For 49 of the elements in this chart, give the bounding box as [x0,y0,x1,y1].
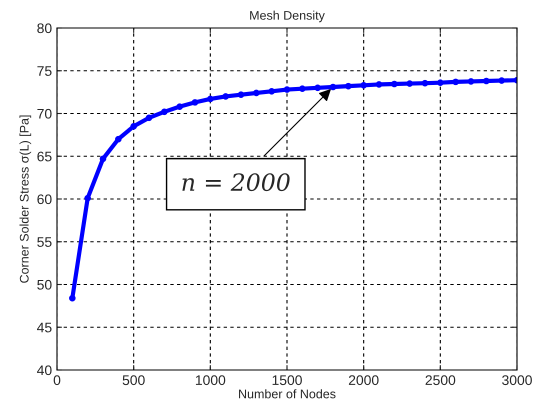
point [468,78,474,85]
point [161,108,168,116]
point [130,123,137,130]
point [498,77,505,84]
point [406,80,413,87]
point [115,136,122,142]
point [192,99,198,106]
y-tick-label: 65 [37,152,52,162]
y-tick-label: 75 [37,66,52,76]
x-tick-label: 500 [122,375,145,386]
point [299,85,306,92]
point [422,80,428,86]
annotation: n = 2000 [182,173,290,192]
point [452,78,459,86]
y-tick-label: 50 [37,280,52,290]
x-tick-label: 2500 [426,375,456,386]
point [314,84,321,92]
y-tick-label: 80 [37,23,52,34]
point [345,82,352,90]
point [284,86,290,93]
x-tick-label: 3000 [502,375,532,386]
y-tick-label: 60 [37,194,52,204]
point [222,93,229,100]
point [391,80,398,88]
x-axis-title: Number of Nodes [239,389,336,398]
point [376,81,382,88]
chart-title: Mesh Density [250,10,325,22]
point [360,82,367,89]
point [207,96,214,102]
point [100,156,106,162]
y-tick-label: 55 [37,237,52,247]
point [69,294,76,302]
x-tick-label: 0 [54,375,60,386]
point [253,90,260,96]
point [176,103,183,110]
point [330,84,336,90]
x-tick-label: 1000 [196,375,226,386]
y-axis-title: Corner Solder Stress σ(L) [Pa] [19,115,32,283]
x-tick-label: 1500 [272,375,302,386]
y-tick-label: 45 [37,322,52,332]
point [268,88,275,95]
point [146,114,152,122]
point [437,79,444,86]
point [238,91,244,98]
point [483,78,490,84]
y-tick-label: 70 [37,108,52,119]
point [84,194,91,202]
y-tick-label: 40 [37,365,52,376]
x-tick-label: 2000 [348,375,379,386]
